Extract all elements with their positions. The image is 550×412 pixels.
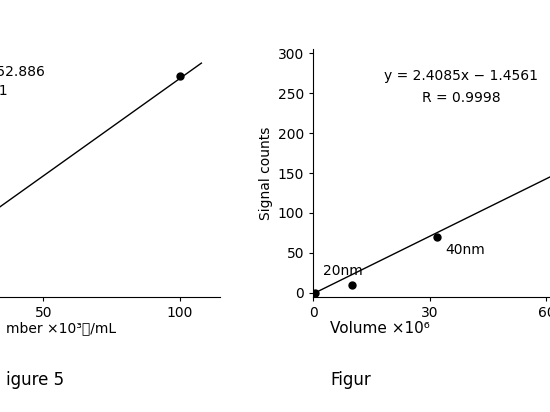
- Text: 20nm: 20nm: [323, 265, 362, 278]
- Text: Volume ×10⁶: Volume ×10⁶: [330, 321, 430, 336]
- Point: [311, 289, 320, 296]
- Text: 40nm: 40nm: [446, 243, 485, 257]
- Text: igure 5: igure 5: [6, 371, 64, 389]
- Point: [348, 281, 356, 288]
- Y-axis label: Signal counts: Signal counts: [260, 126, 273, 220]
- Text: 0.9991: 0.9991: [0, 84, 7, 98]
- Text: Figur: Figur: [330, 371, 371, 389]
- Text: y = 2.4085x − 1.4561: y = 2.4085x − 1.4561: [384, 69, 538, 83]
- Text: mber ×10³个/mL: mber ×10³个/mL: [6, 321, 115, 335]
- Text: R = 0.9998: R = 0.9998: [421, 91, 500, 105]
- Point: [175, 73, 184, 79]
- Text: 4x + 52.886: 4x + 52.886: [0, 65, 45, 79]
- Point: [433, 234, 442, 240]
